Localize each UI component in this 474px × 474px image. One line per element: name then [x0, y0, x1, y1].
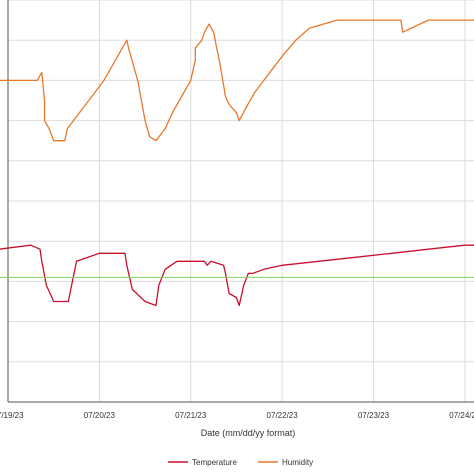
x-tick-label: 07/21/23	[175, 411, 207, 420]
x-tick-label: 07/24/23	[449, 411, 474, 420]
series-humidity-line	[0, 19, 474, 142]
x-tick-label: 07/19/23	[0, 411, 24, 420]
series-lines	[0, 19, 474, 307]
x-axis-label: Date (mm/dd/yy format)	[201, 428, 296, 438]
legend: Temperature Humidity	[168, 458, 313, 467]
x-tick-label: 07/20/23	[84, 411, 116, 420]
legend-label-temperature: Temperature	[192, 458, 237, 467]
x-tick-label: 07/23/23	[358, 411, 390, 420]
legend-label-humidity: Humidity	[282, 458, 313, 467]
x-tick-label: 07/22/23	[267, 411, 299, 420]
series-temperature-line	[0, 244, 474, 307]
x-tick-labels: 07/19/23 07/20/23 07/21/23 07/22/23 07/23/23…	[0, 411, 474, 420]
